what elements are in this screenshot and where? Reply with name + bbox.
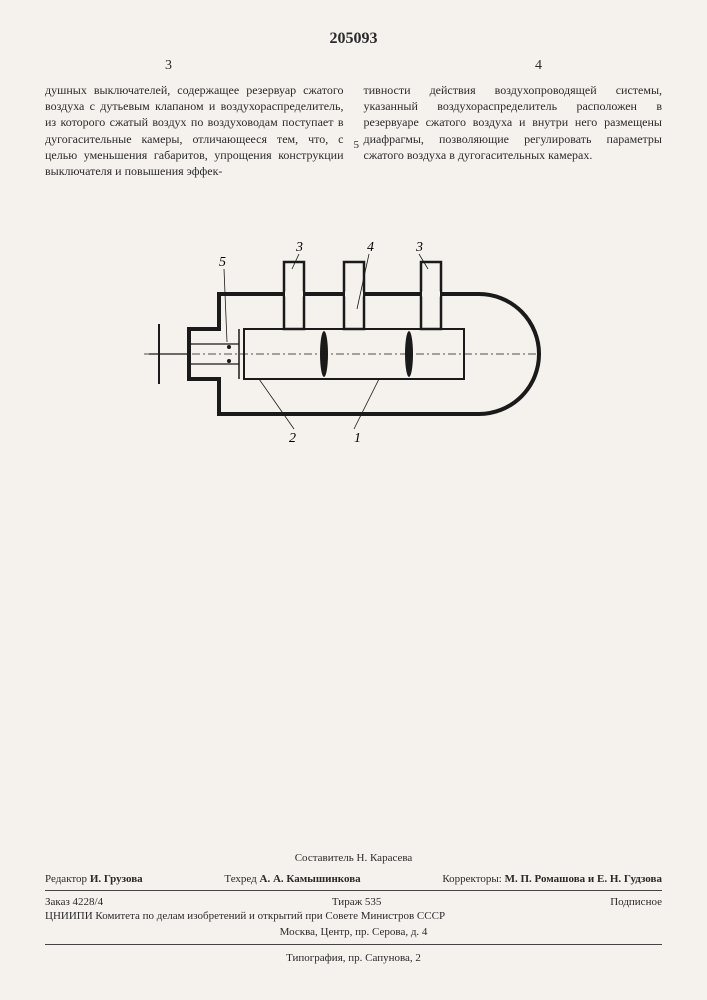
figure-container: 1 2 3 3 4 5 xyxy=(45,214,662,464)
column-left: душных выключателей, содержащее резервуа… xyxy=(45,82,344,179)
leader-2 xyxy=(259,379,294,429)
typography-line: Типография, пр. Сапунова, 2 xyxy=(45,951,662,965)
corrector-block: Корректоры: М. П. Ромашова и Е. Н. Гудзо… xyxy=(442,872,662,886)
line-number-marker: 5 xyxy=(354,138,360,153)
sub-footer-row: Заказ 4228/4 Тираж 535 Подписное xyxy=(45,895,662,909)
text-columns: душных выключателей, содержащее резервуа… xyxy=(45,82,662,179)
podpisnoe: Подписное xyxy=(610,895,662,909)
label-5: 5 xyxy=(219,255,226,270)
address: Москва, Центр, пр. Серова, д. 4 xyxy=(45,925,662,939)
tirazh: Тираж 535 xyxy=(332,895,382,909)
page-num-right: 4 xyxy=(535,58,542,74)
credits-row: Редактор И. Грузова Техред А. А. Камышин… xyxy=(45,872,662,886)
page-num-left: 3 xyxy=(165,58,172,74)
divider xyxy=(45,890,662,891)
port-dot xyxy=(227,359,231,363)
editor-block: Редактор И. Грузова xyxy=(45,872,143,886)
divider xyxy=(45,944,662,945)
label-4: 4 xyxy=(367,240,374,255)
port-dot xyxy=(227,345,231,349)
leader-5 xyxy=(224,269,227,342)
order-number: Заказ 4228/4 xyxy=(45,895,103,909)
technical-diagram: 1 2 3 3 4 5 xyxy=(129,214,579,464)
techred-block: Техред А. А. Камышинкова xyxy=(224,872,360,886)
label-1: 1 xyxy=(354,431,361,446)
org-line: ЦНИИПИ Комитета по делам изобретений и о… xyxy=(45,909,662,923)
column-right: 5 тивности действия воздухопроводящей си… xyxy=(364,82,663,179)
author-line: Составитель Н. Карасева xyxy=(45,851,662,865)
page-numbers: 3 4 xyxy=(45,58,662,74)
label-3a: 3 xyxy=(295,240,303,255)
leader-1 xyxy=(354,379,379,429)
diaphragm-1 xyxy=(320,331,328,377)
footer: Составитель Н. Карасева Редактор И. Груз… xyxy=(45,851,662,965)
document-number: 205093 xyxy=(45,30,662,48)
diaphragm-2 xyxy=(405,331,413,377)
label-3b: 3 xyxy=(415,240,423,255)
column-right-text: тивности действия воздухопроводящей сист… xyxy=(364,83,663,162)
label-2: 2 xyxy=(289,431,296,446)
